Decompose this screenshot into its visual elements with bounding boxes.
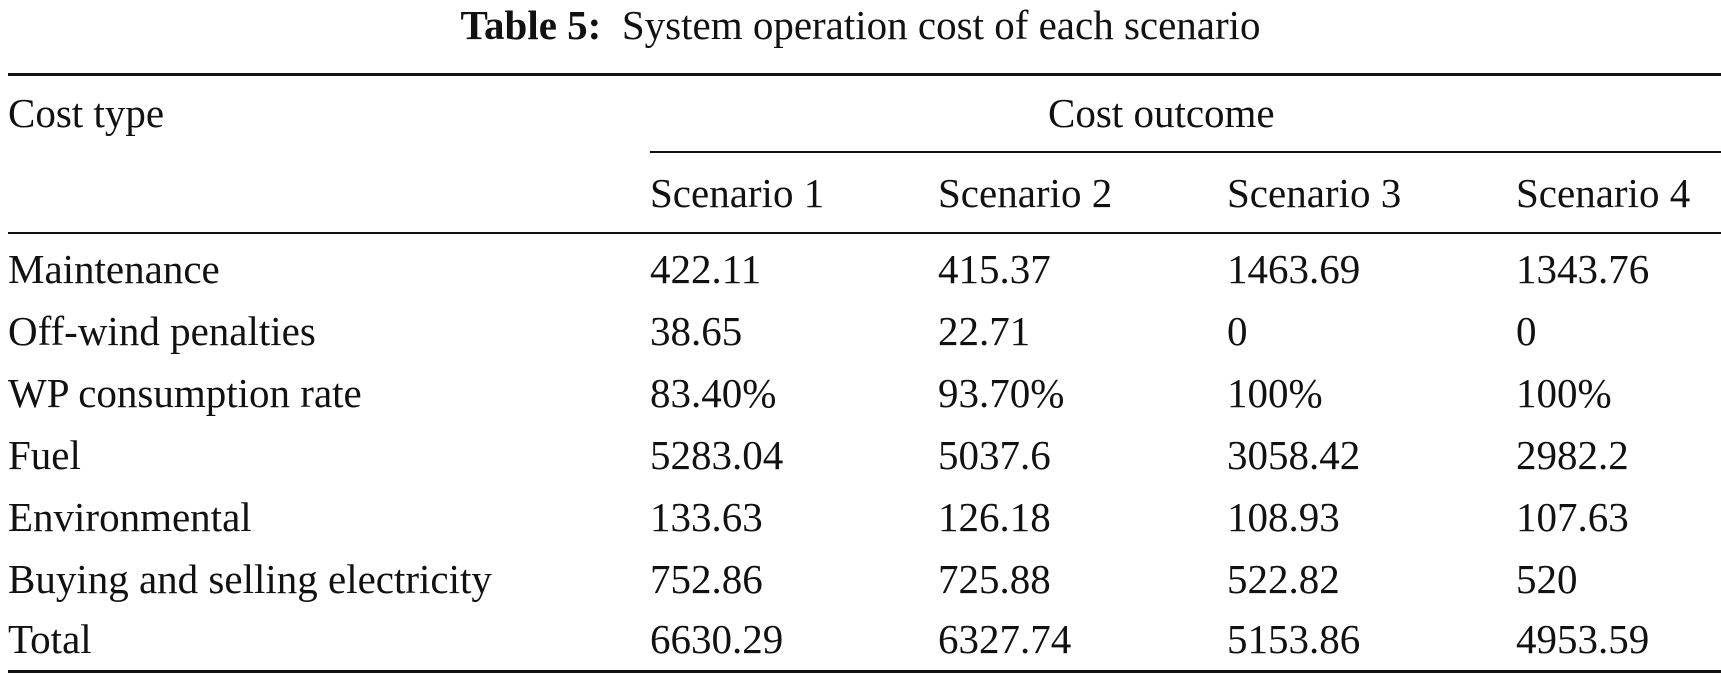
table-cell: 1463.69 [1227, 246, 1361, 292]
table-cell: 415.37 [938, 246, 1051, 292]
group-header-cost-outcome: Cost outcome [1048, 90, 1275, 136]
table-cell: 4953.59 [1516, 616, 1650, 662]
table-cell: 108.93 [1227, 494, 1340, 540]
table-cell: 0 [1516, 308, 1537, 354]
row-label-environmental: Environmental [8, 494, 252, 540]
row-label-fuel: Fuel [8, 432, 81, 478]
table-cell: 520 [1516, 556, 1578, 602]
column-header-scenario-3: Scenario 3 [1227, 170, 1402, 216]
row-label-maintenance: Maintenance [8, 246, 220, 292]
table-cell: 5153.86 [1227, 616, 1361, 662]
column-header-scenario-4: Scenario 4 [1516, 170, 1691, 216]
table-cell: 93.70% [938, 370, 1065, 416]
row-label-total: Total [8, 616, 92, 662]
table-cell: 3058.42 [1227, 432, 1361, 478]
row-label-buying-and-selling-electricity: Buying and selling electricity [8, 556, 492, 602]
row-label-off-wind-penalties: Off-wind penalties [8, 308, 316, 354]
table-cell: 100% [1227, 370, 1323, 416]
table-cell: 5283.04 [650, 432, 784, 478]
table-cell: 38.65 [650, 308, 743, 354]
table-cell: 2982.2 [1516, 432, 1629, 478]
top-rule [8, 73, 1721, 76]
table-cell: 6630.29 [650, 616, 784, 662]
table-cell: 0 [1227, 308, 1248, 354]
table-cell: 133.63 [650, 494, 763, 540]
group-header-rule [650, 151, 1721, 153]
table-cell: 752.86 [650, 556, 763, 602]
table-caption: Table 5: System operation cost of each s… [0, 2, 1721, 48]
table-cell: 126.18 [938, 494, 1051, 540]
column-header-scenario-2: Scenario 2 [938, 170, 1113, 216]
table-cell: 83.40% [650, 370, 777, 416]
row-header-cost-type: Cost type [8, 90, 165, 136]
table-cell: 6327.74 [938, 616, 1072, 662]
table-cell: 5037.6 [938, 432, 1051, 478]
table-cell: 1343.76 [1516, 246, 1650, 292]
table-cell: 725.88 [938, 556, 1051, 602]
table-cell: 107.63 [1516, 494, 1629, 540]
table-cell: 522.82 [1227, 556, 1340, 602]
bottom-rule [8, 670, 1721, 673]
table-cell: 22.71 [938, 308, 1031, 354]
header-bottom-rule [8, 232, 1721, 234]
table-cell: 422.11 [650, 246, 762, 292]
table-cell: 100% [1516, 370, 1612, 416]
table-caption-text: System operation cost of each scenario [621, 2, 1261, 48]
table-caption-label: Table 5: [460, 2, 602, 48]
column-header-scenario-1: Scenario 1 [650, 170, 825, 216]
row-label-wp-consumption-rate: WP consumption rate [8, 370, 362, 416]
